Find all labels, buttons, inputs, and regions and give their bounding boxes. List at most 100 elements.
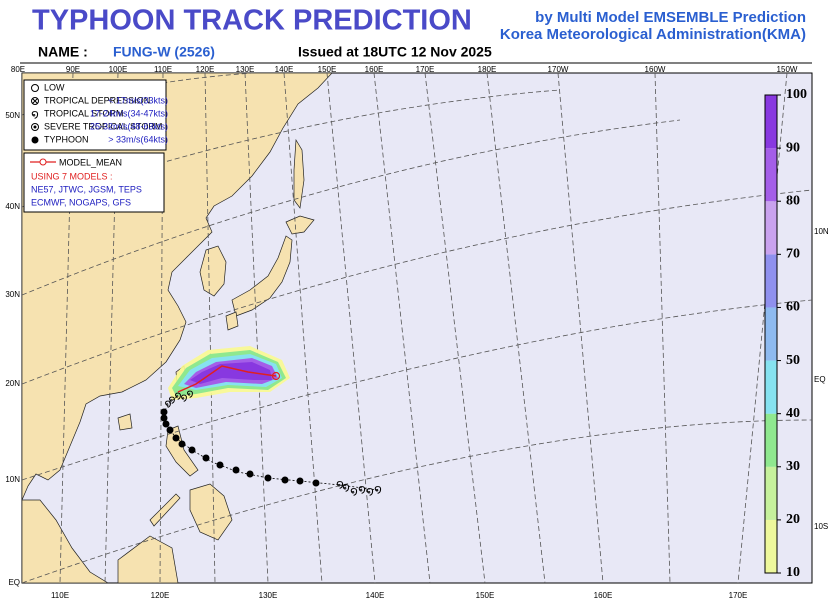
- track-typhoon: [264, 474, 272, 482]
- colorbar-tick-label: 50: [786, 353, 800, 368]
- track-typhoon: [178, 440, 186, 448]
- issued: Issued at 18UTC 12 Nov 2025: [298, 44, 492, 60]
- name-label: NAME :: [38, 44, 88, 60]
- track-storm: ໑: [374, 482, 382, 496]
- ensemble-track: [163, 395, 379, 491]
- lon-label: 120E: [151, 591, 170, 600]
- lat-label: 30N: [5, 290, 20, 299]
- sakhalin: [293, 138, 305, 209]
- lon-label: 130E: [236, 65, 255, 74]
- colorbar-tick-label: 70: [786, 247, 800, 262]
- track-typhoon: [166, 426, 174, 434]
- track-typhoon: [162, 420, 170, 428]
- hainan: [117, 413, 133, 431]
- lon-label: 80E: [11, 65, 25, 74]
- colorbar-tick-label: 10: [786, 565, 800, 580]
- lat-label: 50N: [5, 111, 20, 120]
- track-storm: ໑: [350, 484, 358, 498]
- track-typhoon: [160, 408, 168, 416]
- track-typhoon: [232, 466, 240, 474]
- legend-box: [23, 152, 165, 213]
- legend-intensity: LOW TROPICAL DEPRESSION < 17m/s(33kts) ໑…: [23, 79, 168, 151]
- graticule: [59, 73, 788, 583]
- lon-label: 110E: [51, 591, 69, 600]
- lon-label: 170W: [548, 65, 569, 74]
- borneo: [117, 535, 179, 583]
- lat-label: 10N: [814, 227, 829, 236]
- colorbar-band: [765, 307, 777, 361]
- lon-label: 150W: [777, 65, 798, 74]
- colorbar-band: [765, 360, 777, 414]
- legend-symbol-td-cross: [32, 98, 38, 104]
- track-storm: ໑: [168, 394, 175, 406]
- models-title: USING 7 MODELS :: [31, 171, 113, 181]
- kyushu: [225, 311, 239, 331]
- lon-label: 170E: [729, 591, 748, 600]
- model-mean-track: [177, 365, 277, 393]
- lon-label: 140E: [275, 65, 294, 74]
- track-typhoon: [172, 434, 180, 442]
- legend-point: [39, 158, 47, 166]
- lon-label: 150E: [476, 591, 495, 600]
- agency: Korea Meteorological Administration(KMA): [500, 26, 806, 43]
- axis-labels: 80E 90E 100E 110E 120E 130E 140E 150E 160E 170E 18…: [5, 65, 829, 600]
- colorbar-tick-label: 20: [786, 512, 800, 527]
- subtitle: by Multi Model EMSEMBLE Prediction: [535, 9, 806, 26]
- track-typhoon: [188, 446, 196, 454]
- colorbar-band: [765, 95, 777, 149]
- track-typhoon: [312, 479, 320, 487]
- colorbar-tick-label: 90: [786, 140, 800, 155]
- track-typhoon: [281, 476, 289, 484]
- track-typhoon: [160, 414, 168, 422]
- colorbar: 10 20 30 40 50 60 70 80 90 100: [764, 87, 807, 580]
- legend-symbol-low: [31, 84, 39, 92]
- lat-label: 10S: [814, 522, 828, 531]
- lon-label: 180E: [478, 65, 497, 74]
- legend-speed: < 17m/s(33kts): [108, 95, 168, 105]
- track-storm: ໑: [174, 390, 181, 402]
- lon-label: 160E: [365, 65, 384, 74]
- track-typhoon: [202, 454, 210, 462]
- lat-label: 20N: [5, 379, 20, 388]
- track-typhoon: [216, 461, 224, 469]
- track-typhoon: [296, 477, 304, 485]
- legend-label: TYPHOON: [44, 134, 89, 144]
- colorbar-band: [765, 201, 777, 255]
- lon-label: 90E: [66, 65, 80, 74]
- colorbar-tick-label: 100: [786, 87, 807, 102]
- legend-models: MODEL_MEAN USING 7 MODELS : NE57, JTWC, …: [23, 152, 165, 213]
- colorbar-tick-label: 30: [786, 459, 800, 474]
- legend-box: [23, 79, 167, 151]
- graticule: [22, 73, 812, 583]
- lon-label: 160E: [594, 591, 613, 600]
- colorbar-tick-label: 60: [786, 300, 800, 315]
- lon-label: 150E: [318, 65, 337, 74]
- legend-label: LOW: [44, 82, 65, 92]
- track-storm: ໑: [358, 482, 366, 496]
- colorbar-frame: [764, 94, 778, 574]
- track-storm: ໑: [180, 392, 187, 404]
- korea: [199, 245, 227, 297]
- legend-symbol-sts: [31, 123, 39, 131]
- palawan: [149, 493, 181, 527]
- legend-symbol-ts: ໑: [31, 107, 39, 121]
- legend-speed: > 33m/s(64kts): [108, 134, 168, 144]
- track-storm: ໑: [164, 398, 171, 410]
- legend-symbol-sts-dot: [33, 125, 37, 129]
- legend-speed: 25-32m/s(48-63kts): [90, 121, 168, 131]
- lon-label: 130E: [259, 591, 278, 600]
- lat-label: 10N: [5, 475, 20, 484]
- title: TYPHOON TRACK PREDICTION: [32, 5, 472, 37]
- track-storm: ໑: [366, 484, 374, 498]
- storm-name: FUNG-W (2526): [113, 44, 215, 60]
- models-list: NE57, JTWC, JGSM, TEPS: [31, 184, 142, 194]
- model-mean-point: [271, 371, 281, 381]
- lon-label: 160W: [645, 65, 666, 74]
- legend-label: TROPICAL DEPRESSION: [44, 95, 150, 105]
- legend-label: TROPICAL STORM: [44, 108, 124, 118]
- lon-label: 170E: [416, 65, 435, 74]
- japan-hokkaido: [285, 215, 315, 235]
- legend-label: SEVERE TROPICAL STORM: [44, 121, 162, 131]
